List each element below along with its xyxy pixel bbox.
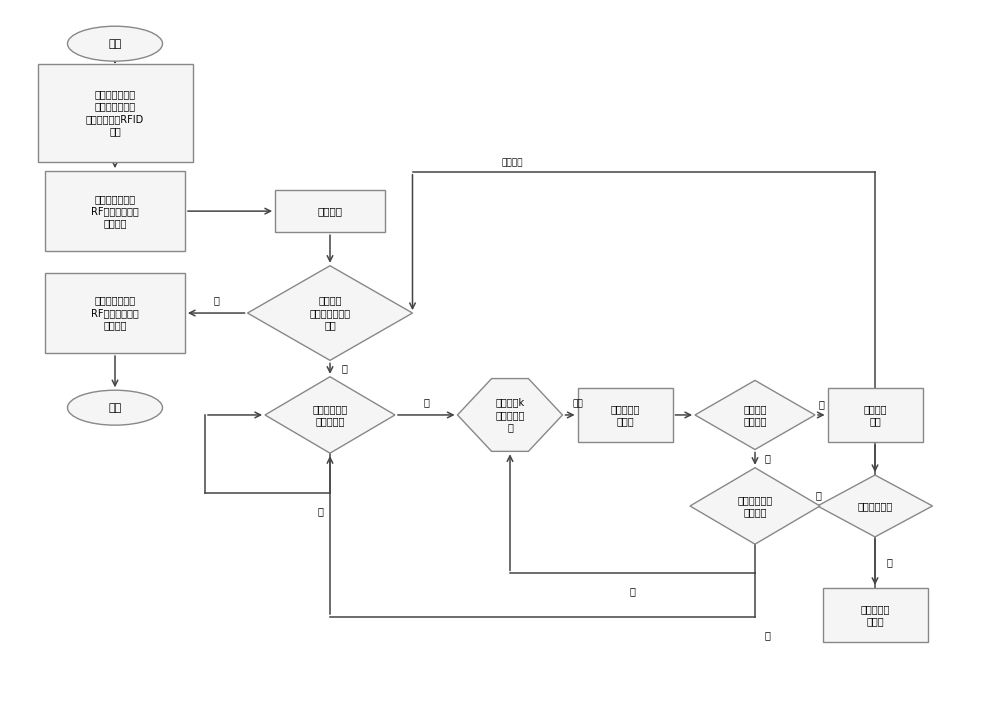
- Polygon shape: [248, 266, 413, 360]
- Polygon shape: [458, 379, 562, 451]
- Text: 是否接收成功: 是否接收成功: [857, 501, 893, 511]
- Text: 否: 否: [630, 587, 635, 596]
- Text: 是: 是: [765, 630, 771, 640]
- Text: 否: 否: [816, 490, 822, 500]
- Text: 否: 否: [765, 454, 771, 464]
- Ellipse shape: [68, 390, 162, 425]
- Text: 是: 是: [213, 295, 219, 305]
- Text: 指令传送
是否成功: 指令传送 是否成功: [743, 404, 767, 426]
- Text: 否: 否: [342, 363, 348, 373]
- Text: 是否收到
人工输入的结束
指令: 是否收到 人工输入的结束 指令: [309, 296, 351, 331]
- Text: 是否到达最大
尝试次数: 是否到达最大 尝试次数: [737, 495, 773, 517]
- FancyBboxPatch shape: [38, 64, 192, 162]
- FancyBboxPatch shape: [822, 588, 928, 643]
- FancyBboxPatch shape: [275, 190, 385, 232]
- Text: 循环: 循环: [572, 400, 583, 408]
- Text: 将终止指令通过
RF模块广播到所
监控设备: 将终止指令通过 RF模块广播到所 监控设备: [91, 296, 139, 331]
- Text: 将设置信息通过
RF模块广播到所
监控设备: 将设置信息通过 RF模块广播到所 监控设备: [91, 194, 139, 229]
- Text: 是: 是: [423, 397, 429, 407]
- Text: 否: 否: [317, 507, 323, 516]
- Polygon shape: [265, 377, 395, 453]
- FancyBboxPatch shape: [45, 273, 185, 353]
- FancyBboxPatch shape: [828, 387, 922, 442]
- Ellipse shape: [68, 26, 162, 61]
- Text: 循环结束: 循环结束: [501, 159, 523, 167]
- Text: 存储数据至
数据库: 存储数据至 数据库: [860, 604, 890, 626]
- Text: 开始: 开始: [108, 39, 122, 49]
- Polygon shape: [695, 380, 815, 449]
- Text: 是: 是: [818, 399, 824, 409]
- Text: 是否到下一数
据采集时间: 是否到下一数 据采集时间: [312, 404, 348, 426]
- Text: 开始计时: 开始计时: [318, 206, 342, 216]
- Text: 开始接收
数据: 开始接收 数据: [863, 404, 887, 426]
- FancyBboxPatch shape: [578, 387, 672, 442]
- Polygon shape: [818, 475, 932, 537]
- Polygon shape: [690, 467, 820, 545]
- Text: 建立数据库，依
次读取所需监控
的保温箱设备RFID
标签: 建立数据库，依 次读取所需监控 的保温箱设备RFID 标签: [86, 90, 144, 136]
- Text: 是: 是: [887, 558, 893, 567]
- Text: 发送数据上
传指令: 发送数据上 传指令: [610, 404, 640, 426]
- FancyBboxPatch shape: [45, 171, 185, 251]
- Text: 结束: 结束: [108, 403, 122, 413]
- Text: 依次对第k
个保温箱设
备: 依次对第k 个保温箱设 备: [495, 397, 525, 432]
